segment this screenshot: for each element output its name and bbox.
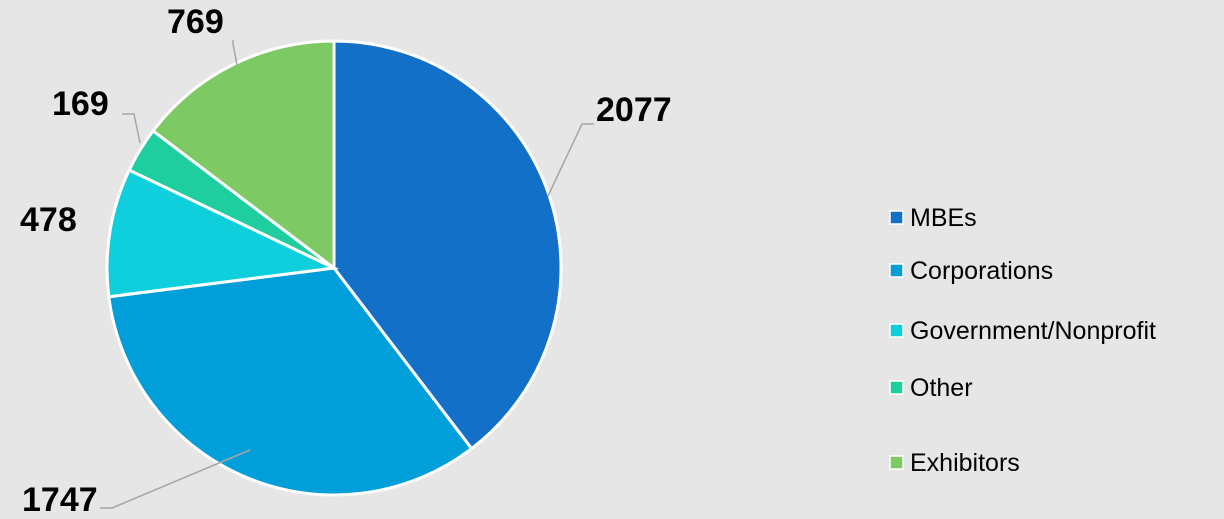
data-labels: 2077 1747 478 169 769 — [20, 3, 672, 519]
leader-lines — [100, 40, 594, 509]
pie-slices — [105, 39, 563, 497]
legend-label: MBEs — [910, 204, 977, 232]
legend-marker — [889, 263, 904, 278]
legend-label: Exhibitors — [910, 449, 1020, 477]
data-label: 1747 — [22, 481, 98, 519]
pie-slice-government-nonprofit — [105, 168, 340, 299]
pie-slice-exhibitors — [151, 39, 336, 272]
data-label: 478 — [20, 201, 77, 239]
leader-line — [122, 113, 141, 144]
data-label: 769 — [167, 3, 224, 41]
legend-marker — [889, 380, 904, 395]
legend-label: Government/Nonprofit — [910, 317, 1156, 345]
leader-line — [100, 449, 251, 509]
legend: MBEs Corporations Government/Nonprofit Othe… — [889, 204, 1156, 477]
leader-line — [547, 123, 594, 197]
data-label: 169 — [52, 85, 109, 123]
legend-marker — [889, 455, 904, 470]
data-label: 2077 — [596, 91, 672, 129]
legend-label: Other — [910, 374, 973, 402]
pie-slice-corporations — [107, 266, 474, 497]
legend-marker — [889, 210, 904, 225]
leader-line — [232, 40, 238, 66]
legend-label: Corporations — [910, 257, 1053, 285]
legend-marker — [889, 323, 904, 338]
